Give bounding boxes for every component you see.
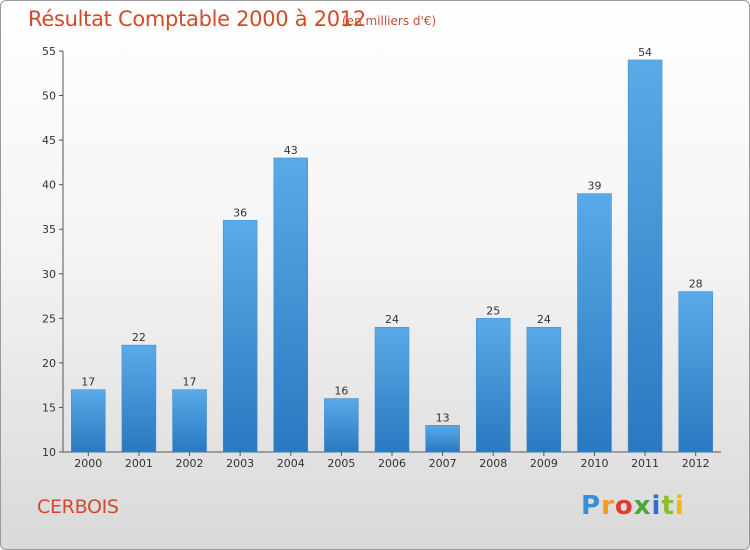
bar-2002	[172, 389, 207, 453]
y-tick-label: 30	[42, 268, 56, 281]
commune-name: CERBOIS	[37, 496, 119, 518]
x-tick-label: 2005	[327, 457, 355, 470]
bar-value-label: 17	[183, 376, 197, 389]
x-tick-label: 2002	[176, 457, 204, 470]
y-tick-label: 55	[42, 45, 56, 58]
bar-value-label: 54	[638, 46, 652, 59]
bar-2008	[475, 318, 511, 453]
x-tick-label: 2008	[479, 457, 507, 470]
x-tick-label: 2003	[226, 457, 254, 470]
bar-value-label: 13	[436, 411, 450, 424]
x-tick-label: 2006	[378, 457, 406, 470]
bar-value-label: 17	[81, 376, 95, 389]
bar-2003	[222, 220, 258, 453]
bar-value-label: 24	[385, 313, 399, 326]
x-tick-label: 2000	[74, 457, 102, 470]
x-tick-label: 2009	[530, 457, 558, 470]
proxiti-logo[interactable]: Proxiti	[581, 491, 685, 521]
x-tick-label: 2011	[631, 457, 659, 470]
bar-2009	[526, 326, 562, 453]
y-tick-label: 40	[42, 179, 56, 192]
y-tick-label: 35	[42, 223, 56, 236]
bar-2012	[678, 291, 713, 453]
x-tick-label: 2010	[580, 457, 608, 470]
x-tick-label: 2007	[429, 457, 457, 470]
y-tick-label: 10	[42, 446, 56, 459]
bar-value-label: 16	[334, 385, 348, 398]
bar-2011	[627, 59, 663, 453]
chart-title: Résultat Comptable 2000 à 2012	[28, 7, 366, 31]
y-tick-label: 50	[42, 90, 56, 103]
bar-value-label: 43	[284, 144, 298, 157]
x-tick-label: 2001	[125, 457, 153, 470]
bar-2000	[71, 389, 106, 453]
bar-value-label: 36	[233, 206, 247, 219]
bar-value-label: 25	[486, 304, 500, 317]
bar-2006	[374, 326, 410, 453]
bar-value-label: 22	[132, 331, 146, 344]
chart-subtitle: (en milliers d'€)	[342, 14, 437, 28]
y-tick-label: 20	[42, 357, 56, 370]
x-tick-label: 2012	[682, 457, 710, 470]
bar-value-label: 24	[537, 313, 551, 326]
bar-2005	[324, 398, 359, 453]
y-tick-label: 15	[42, 401, 56, 414]
bar-value-label: 28	[689, 278, 703, 291]
bar-2001	[121, 344, 157, 453]
x-tick-label: 2004	[277, 457, 305, 470]
y-tick-label: 45	[42, 134, 56, 147]
bar-2010	[577, 193, 612, 453]
y-tick-label: 25	[42, 312, 56, 325]
bar-value-label: 39	[587, 180, 601, 193]
bar-2004	[273, 157, 309, 453]
bar-2007	[425, 425, 460, 453]
